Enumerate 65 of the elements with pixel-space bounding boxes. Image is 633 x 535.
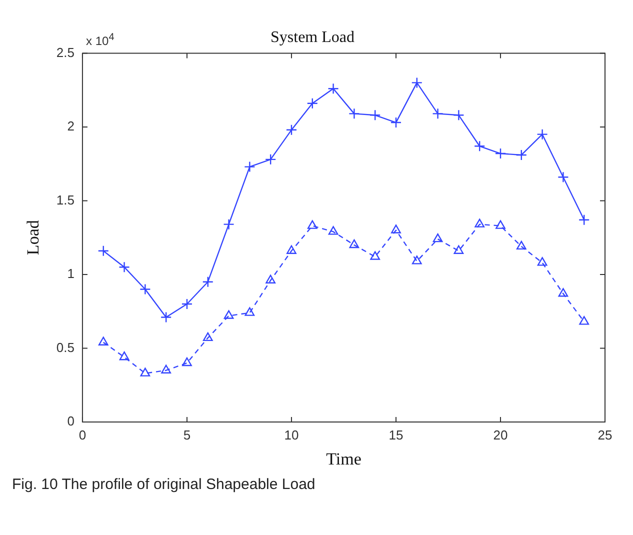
point	[98, 336, 108, 346]
point	[474, 218, 485, 228]
x-tick-label: 5	[183, 427, 191, 442]
point	[328, 83, 339, 94]
point	[307, 220, 318, 229]
point	[119, 351, 130, 360]
y-tick-label: 0	[67, 414, 74, 429]
point	[161, 364, 172, 374]
point	[390, 116, 402, 128]
x-tick-label: 25	[598, 427, 612, 442]
point	[118, 262, 130, 273]
point	[160, 312, 172, 323]
point	[286, 124, 298, 136]
point	[494, 148, 506, 160]
x-tick-label: 20	[493, 427, 508, 442]
point	[536, 128, 548, 140]
point	[516, 149, 527, 161]
point	[224, 310, 234, 319]
point	[391, 224, 401, 234]
point	[244, 161, 256, 172]
point	[140, 284, 151, 295]
x-tick-label: 0	[78, 427, 86, 442]
y-tick-label: 1.5	[56, 192, 74, 208]
point	[98, 245, 109, 256]
y-tick-label: 1	[67, 266, 74, 282]
point	[558, 288, 568, 297]
point	[578, 214, 590, 226]
point	[202, 332, 213, 342]
point	[370, 251, 380, 260]
point	[348, 108, 360, 120]
point	[244, 307, 255, 316]
point	[223, 218, 234, 230]
point	[328, 226, 338, 235]
point	[474, 140, 486, 152]
point	[181, 298, 193, 310]
point	[453, 110, 464, 121]
point	[558, 172, 569, 183]
chart-title: System Load	[270, 28, 354, 46]
point	[286, 245, 296, 254]
point	[411, 77, 422, 88]
x-tick-label: 10	[284, 427, 299, 442]
point	[369, 110, 381, 121]
point	[412, 256, 422, 264]
point	[516, 240, 526, 250]
point	[496, 220, 506, 229]
point	[266, 274, 276, 284]
point	[349, 239, 360, 248]
point	[306, 98, 318, 109]
y-tick-label: 2	[67, 118, 74, 134]
text: x 10$^{4}$	[86, 32, 114, 48]
point	[454, 245, 464, 254]
point	[264, 154, 276, 166]
y-tick-label: 0.5	[56, 340, 74, 355]
x-tick-label: 15	[388, 427, 404, 442]
x-axis-title: Time	[326, 449, 362, 468]
point	[579, 316, 590, 325]
y-axis-title: Load	[24, 220, 43, 256]
point	[140, 368, 150, 376]
caption: Fig. 10 The profile of original Shapeable Load	[12, 476, 316, 493]
y-tick-label: 2.5	[56, 44, 74, 60]
point	[182, 357, 192, 366]
point	[432, 108, 444, 120]
point	[202, 276, 214, 288]
point	[432, 233, 443, 242]
point	[537, 257, 548, 266]
